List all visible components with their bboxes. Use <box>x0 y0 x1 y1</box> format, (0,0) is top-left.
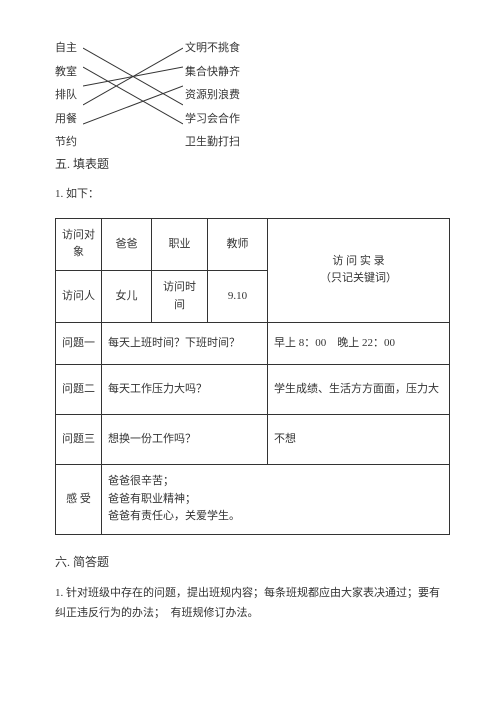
cell-value: 9.10 <box>208 270 268 322</box>
match-left-item: 教室 <box>55 64 77 82</box>
table-row: 感 受 爸爸很辛苦； 爸爸有职业精神； 爸爸有责任心，关爱学生。 <box>56 465 450 535</box>
section-6-answer: 1. 针对班级中存在的问题，提出班规内容；每条班规都应由大家表决通过；要有纠正违… <box>55 584 450 624</box>
section-6-title: 六. 简答题 <box>55 553 450 572</box>
cell-answer: 学生成绩、生活方方面面，压力大 <box>268 365 450 415</box>
match-right-item: 卫生勤打扫 <box>185 134 240 152</box>
cell-answer: 早上 8：00 晚上 22：00 <box>268 323 450 365</box>
cell-side-header: 访 问 实 录 （只记关键词） <box>268 218 450 322</box>
table-row: 问题二 每天工作压力大吗？ 学生成绩、生活方方面面，压力大 <box>56 365 450 415</box>
cell-feelings: 爸爸很辛苦； 爸爸有职业精神； 爸爸有责任心，关爱学生。 <box>102 465 450 535</box>
match-right-item: 学习会合作 <box>185 111 240 129</box>
feeling-line: 爸爸很辛苦； <box>108 473 443 491</box>
table-row: 问题三 想换一份工作吗？ 不想 <box>56 415 450 465</box>
match-left-item: 节约 <box>55 134 77 152</box>
cell-feel-label: 感 受 <box>56 465 102 535</box>
match-left-item: 用餐 <box>55 111 77 129</box>
cell-value: 教师 <box>208 218 268 270</box>
feeling-line: 爸爸有职业精神； <box>108 491 443 509</box>
feeling-line: 爸爸有责任心，关爱学生。 <box>108 508 443 526</box>
cell-value: 女儿 <box>102 270 152 322</box>
cell-label: 职业 <box>152 218 208 270</box>
cell-question: 想换一份工作吗？ <box>102 415 268 465</box>
cell-q-label: 问题二 <box>56 365 102 415</box>
side-header-line2: （只记关键词） <box>274 270 443 288</box>
match-left-item: 排队 <box>55 87 77 105</box>
match-right-item: 资源别浪费 <box>185 87 240 105</box>
table-row: 问题一 每天上班时间？下班时间？ 早上 8：00 晚上 22：00 <box>56 323 450 365</box>
cell-answer: 不想 <box>268 415 450 465</box>
cell-label: 访问时间 <box>152 270 208 322</box>
section-5-title: 五. 填表题 <box>55 155 450 174</box>
interview-table: 访问对象 爸爸 职业 教师 访 问 实 录 （只记关键词） 访问人 女儿 访问时… <box>55 218 450 535</box>
cell-q-label: 问题三 <box>56 415 102 465</box>
cell-label: 访问人 <box>56 270 102 322</box>
match-right-item: 集合快静齐 <box>185 64 240 82</box>
cell-question: 每天上班时间？下班时间？ <box>102 323 268 365</box>
cell-label: 访问对象 <box>56 218 102 270</box>
match-left-item: 自主 <box>55 40 77 58</box>
cell-value: 爸爸 <box>102 218 152 270</box>
section-5-subtitle: 1. 如下： <box>55 186 450 204</box>
matching-diagram: 自主 教室 排队 用餐 节约 文明不挑食 集合快静齐 资源别浪费 学习会合作 卫… <box>55 40 275 135</box>
cell-q-label: 问题一 <box>56 323 102 365</box>
matching-lines <box>83 40 183 135</box>
side-header-line1: 访 问 实 录 <box>274 253 443 271</box>
cell-question: 每天工作压力大吗？ <box>102 365 268 415</box>
matching-left-column: 自主 教室 排队 用餐 节约 <box>55 40 77 152</box>
matching-right-column: 文明不挑食 集合快静齐 资源别浪费 学习会合作 卫生勤打扫 <box>185 40 240 152</box>
match-right-item: 文明不挑食 <box>185 40 240 58</box>
